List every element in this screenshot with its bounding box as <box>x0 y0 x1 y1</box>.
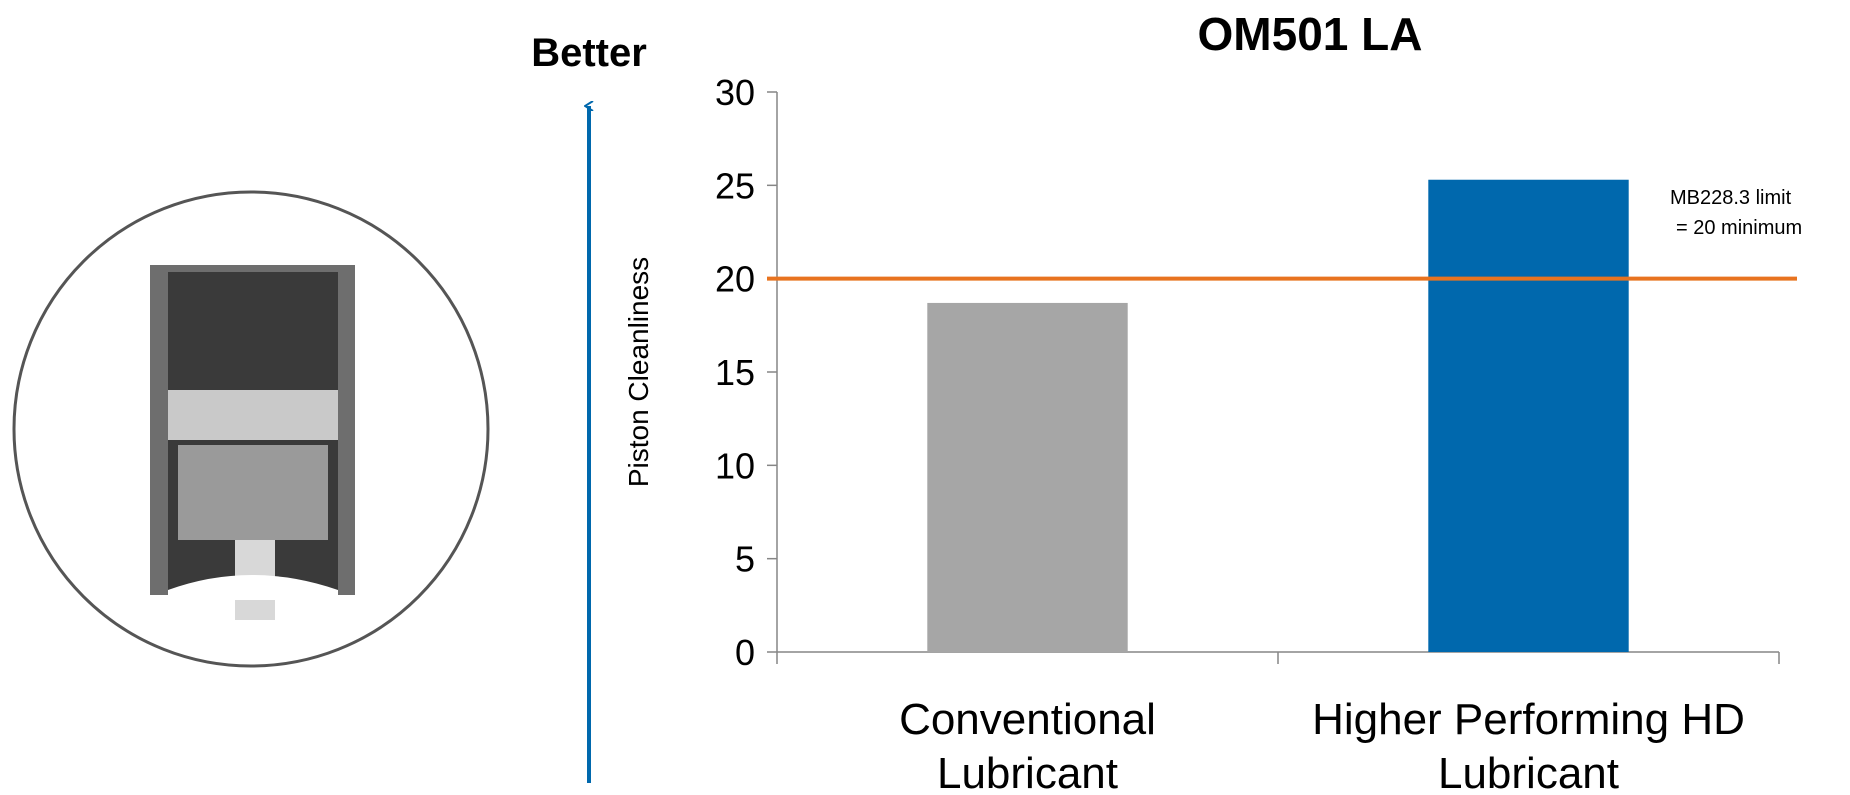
chart: Better OM501 LA Piston Cleanliness 0 5 10 1… <box>0 0 1850 795</box>
y-axis-label: Piston Cleanliness <box>623 257 654 487</box>
reference-annotation: MB228.3 limit <box>1670 187 1792 209</box>
y-tick-label: 5 <box>735 539 755 580</box>
bar <box>1428 180 1628 652</box>
y-tick-label: 25 <box>715 165 755 206</box>
y-tick-label: 0 <box>735 632 755 673</box>
bar <box>927 303 1127 652</box>
y-tick-label: 30 <box>715 72 755 113</box>
chart-title: OM501 LA <box>1198 8 1423 60</box>
reference-annotation: = 20 minimum <box>1676 217 1802 239</box>
y-tick-label: 15 <box>715 352 755 393</box>
y-tick-label: 20 <box>715 259 755 300</box>
y-tick-label: 10 <box>715 445 755 486</box>
page: {"chart_data": {"type": "bar", "title": … <box>0 0 1850 795</box>
piston-illustration <box>14 192 488 666</box>
better-label: Better <box>531 31 647 75</box>
